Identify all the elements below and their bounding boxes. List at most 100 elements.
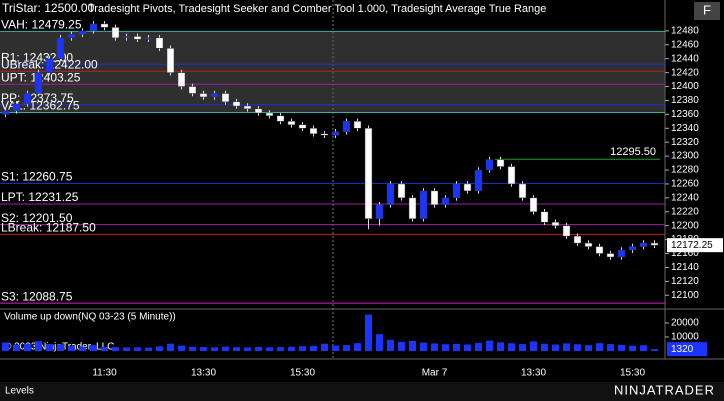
volume-bar [332,345,339,351]
y-tick-label: 12400 [671,81,699,92]
candle-body [232,101,241,107]
volume-bar [541,343,548,351]
indicator-title: Tradesight Pivots, Tradesight Seeker and… [88,3,546,15]
candle-body [166,48,175,73]
candle-body [507,166,516,185]
candle-body [650,242,659,246]
candle-body [474,169,483,192]
candle-body [628,246,637,251]
candle-body [540,211,549,223]
y-tick-label: 12140 [671,262,699,273]
volume-bar [35,341,42,351]
level-label: LPT: 12231.25 [1,190,79,204]
volume-bar [79,346,86,351]
level-label: PP: 12373.75 [1,91,74,105]
volume-bar [222,346,229,351]
candle-body [617,249,626,258]
volume-bar [178,345,185,351]
x-tick-label: 11:30 [92,368,117,379]
volume-bar [387,339,394,351]
volume-bar [189,346,196,351]
volume-bar [134,347,141,351]
volume-bar [640,345,647,351]
volume-bar [530,341,537,351]
volume-bar [266,347,273,351]
level-label: R1: 12432.00 [1,50,73,64]
level-label: VAL: 12362.75 [1,99,80,113]
volume-bar [343,345,350,351]
button[interactable] [694,2,720,20]
y-tick-label: 10000 [671,332,699,343]
y-tick-label: 12100 [671,290,699,301]
candle-body [34,72,43,94]
y-tick-label: 12480 [671,26,699,37]
candle-body [441,197,450,206]
volume-bar [475,342,482,351]
volume-title: Volume up down(NQ 03-23 (5 Minute)) [4,312,176,323]
y-tick-label: 12360 [671,109,699,120]
volume-bar [486,340,493,351]
candle-body [584,242,593,247]
candle-body [276,115,285,122]
candle-body [419,190,428,219]
volume-bar [255,346,262,351]
candle-body [342,121,351,133]
candle-body [364,128,373,219]
level-label: VAH: 12479.25 [1,18,82,32]
candle-body [188,86,197,94]
volume-bar [46,343,53,351]
last-volume-box [667,342,707,357]
volume-bar [409,340,416,351]
x-tick-label: 13:30 [521,368,546,379]
candle-body [375,204,384,219]
volume-bar [519,344,526,351]
logo: NINJATRADER [614,382,715,397]
y-tick-label: 12320 [671,137,699,148]
candle-body [1,110,10,115]
volume-bar [420,342,427,351]
volume-bar [464,344,471,351]
candle-body [12,103,21,112]
candle-body [496,159,505,167]
volume-bar [57,344,64,351]
candle-body [67,34,76,39]
candle-body [463,183,472,192]
candle-body [331,131,340,136]
volume-bar [24,343,31,351]
candle-body [265,112,274,117]
volume-bar [365,314,372,351]
level-label: S1: 12260.75 [1,170,73,184]
volume-bar [156,346,163,351]
candle-body [639,242,648,247]
candle-body [254,108,263,114]
candle-body [408,197,417,219]
volume-bar [563,343,570,351]
candle-body [518,183,527,199]
volume-bar [431,343,438,351]
candle-body [78,30,87,35]
button-label[interactable]: F [703,2,711,17]
y-tick-label: 12260 [671,179,699,190]
y-tick-label: 12460 [671,39,699,50]
volume-bar [585,345,592,351]
volume-bar [574,344,581,351]
volume-bar [310,345,317,351]
x-tick-label: Mar 7 [422,368,448,379]
tristar-label: TriStar: 12500.00 [2,1,95,15]
candle-body [452,183,461,199]
candle-body [122,36,131,39]
volume-bar [398,341,405,351]
candle-body [562,225,571,237]
candle-body [529,197,538,213]
volume-bar [596,343,603,351]
candle-body [133,36,142,40]
candle-body [56,37,65,59]
candle-body [221,93,230,103]
tab[interactable]: Levels [5,386,34,397]
volume-bar [244,347,251,351]
candle-body [573,235,582,244]
y-tick-label: 12280 [671,165,699,176]
volume-bar [508,343,515,351]
value-area [0,31,665,113]
